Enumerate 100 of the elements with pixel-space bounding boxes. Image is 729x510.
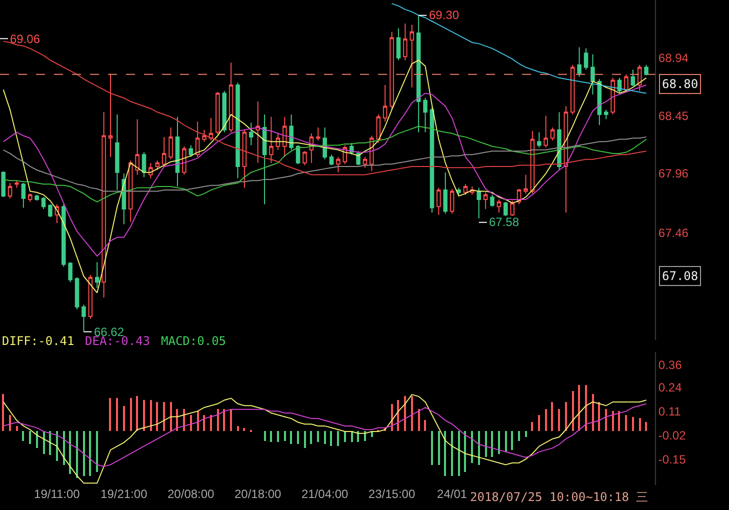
bar [156, 402, 158, 432]
line-series [2, 136, 647, 192]
candlestick [68, 262, 72, 283]
bar [592, 394, 594, 432]
candlestick [463, 184, 468, 196]
candlestick [396, 28, 401, 61]
bar [69, 431, 71, 474]
bar [458, 431, 460, 476]
candlestick [21, 182, 26, 208]
candlestick [155, 160, 160, 170]
bar [109, 398, 111, 432]
bar [505, 431, 507, 452]
candlestick [302, 150, 307, 166]
candlestick [61, 204, 66, 268]
candlestick [41, 196, 46, 210]
bar [304, 431, 306, 448]
candlestick [476, 187, 481, 219]
annotation: 67.58 [489, 215, 520, 229]
y-tick-label: 67.46 [658, 226, 689, 240]
bar [163, 402, 165, 432]
annotation: 69.06 [10, 32, 40, 46]
bar [411, 396, 413, 432]
line-series [391, 3, 647, 94]
x-tick-label: 20/18:00 [234, 487, 282, 501]
bar [351, 431, 353, 442]
bar [230, 409, 232, 432]
candlestick [436, 187, 441, 216]
x-tick-label: 21/04:00 [301, 487, 348, 501]
bar [645, 422, 647, 432]
bar [297, 431, 299, 444]
bar [464, 431, 466, 472]
bar [491, 431, 493, 458]
candlestick [208, 118, 214, 141]
candlestick [483, 192, 488, 210]
x-tick-label: 19/21:00 [100, 487, 148, 501]
bar [585, 385, 587, 432]
bar [618, 411, 620, 432]
candlestick [262, 114, 267, 205]
bar [578, 385, 580, 432]
bar [518, 431, 520, 442]
bar [143, 400, 145, 432]
candlestick [195, 121, 200, 158]
y-tick-label: 0.24 [658, 380, 682, 394]
bar [290, 431, 292, 444]
candlestick [416, 14, 421, 133]
candlestick [242, 129, 247, 188]
bar [176, 409, 178, 432]
candlestick [604, 109, 608, 120]
candlestick [382, 84, 388, 122]
bar [123, 406, 125, 432]
candlestick [544, 115, 548, 148]
candlestick [142, 152, 146, 178]
candlestick [630, 69, 636, 87]
bar [83, 431, 85, 476]
bar [9, 415, 11, 432]
candlestick [510, 200, 514, 217]
bar [558, 409, 560, 432]
bar [22, 431, 24, 442]
bar [551, 402, 553, 432]
y-tick-label: -0.15 [658, 452, 686, 466]
bar [16, 426, 18, 432]
line-series [2, 84, 647, 257]
bar [210, 415, 212, 432]
bar [471, 431, 473, 464]
candlestick [135, 118, 140, 176]
x-tick-label: 24/01 [437, 487, 468, 501]
bar [270, 431, 272, 442]
annotation: MACD:0.05 [161, 334, 226, 348]
text: 2018/07/25 10:00~10:18 三 [470, 490, 648, 504]
bar [56, 431, 58, 462]
y-tick-label: 0.11 [658, 404, 682, 418]
candlestick [570, 64, 575, 116]
bar [43, 431, 45, 454]
candlestick [610, 77, 615, 116]
bar [197, 411, 199, 432]
bar [344, 431, 346, 442]
bar [310, 431, 312, 444]
candlestick [524, 174, 528, 194]
candlestick [496, 199, 502, 213]
candlestick [1, 170, 6, 198]
candlestick [430, 106, 434, 213]
bar [324, 431, 326, 444]
annotation: DIFF:-0.41 [2, 334, 74, 348]
bar [223, 409, 225, 432]
candlestick [490, 194, 494, 208]
bar [203, 415, 205, 432]
bar [525, 431, 527, 438]
bar [317, 431, 319, 442]
candlestick [336, 156, 340, 173]
bar [217, 409, 219, 432]
candlestick [329, 154, 334, 166]
bar [438, 431, 440, 466]
bar [451, 431, 453, 476]
x-tick-label: 23/15:00 [368, 487, 416, 501]
y-tick-label: 68.45 [658, 108, 689, 123]
candlestick [423, 97, 428, 133]
candlestick [362, 156, 368, 168]
bar [397, 400, 399, 432]
candlestick [316, 126, 320, 141]
bar [485, 431, 487, 458]
